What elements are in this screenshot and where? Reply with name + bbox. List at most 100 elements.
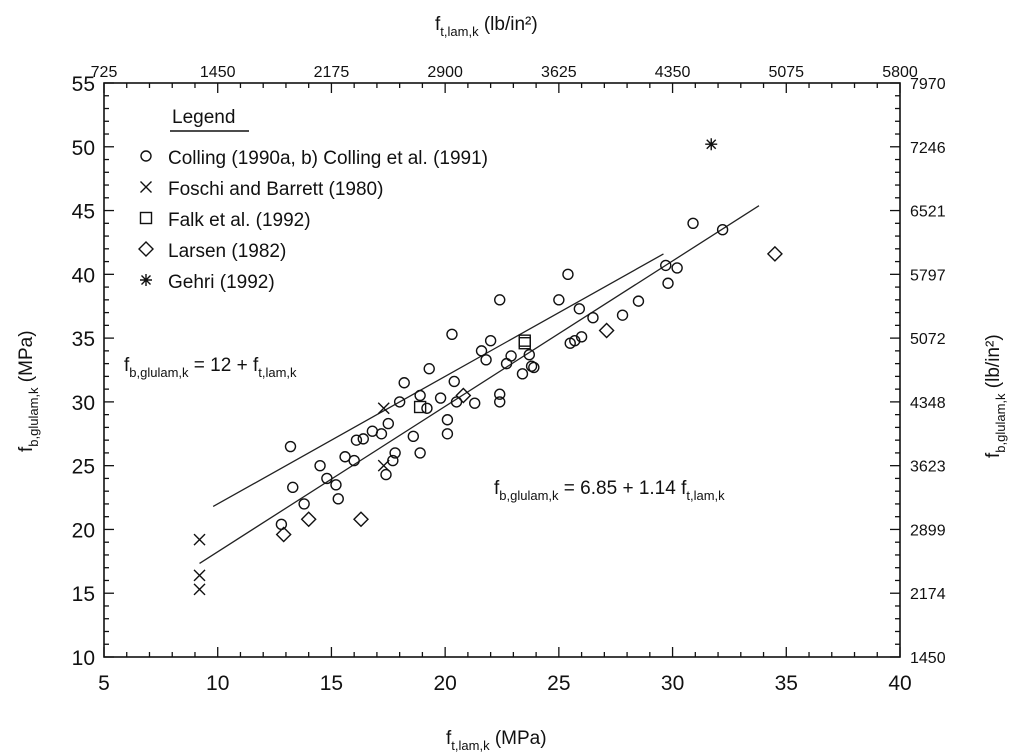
y-tick-label: 45 [72,201,95,224]
legend-marker-x [140,181,152,193]
data-point-circle [448,375,460,388]
series-circle [275,217,729,531]
data-point-x [377,459,390,472]
y2-tick-label: 7246 [910,140,946,157]
data-point-circle [284,440,297,453]
data-point-circle [332,493,344,505]
data-point-circle [414,447,426,459]
data-point-circle [575,331,588,343]
data-point-circle [687,217,699,230]
legend-marker-circle [140,150,152,162]
x2-tick-label: 2900 [427,64,463,81]
legend-marker-square [139,211,153,225]
x-tick-label: 30 [661,672,684,695]
data-point-circle [528,361,540,374]
series-diamond [275,245,783,543]
regression-lines [199,205,760,564]
legend-label: Colling (1990a, b) Colling et al. (1991) [168,148,488,169]
regression-line [212,253,664,508]
legend-label: Larsen (1982) [168,241,286,262]
data-point-diamond [455,387,472,404]
axes-frame [103,82,901,658]
y2-tick-label: 2174 [910,586,946,603]
data-point-circle [389,447,401,459]
legend-item: Foschi and Barrett (1980) [140,179,383,200]
data-point-x [193,533,206,546]
x2-tick-label: 2175 [314,64,350,81]
x-tick-label: 15 [320,672,343,695]
data-point-circle [421,402,433,414]
data-point-circle [350,434,363,446]
data-point-circle [569,334,581,347]
data-point-circle [494,294,506,306]
data-point-circle [407,430,420,443]
data-point-x [193,583,206,596]
data-point-square [413,400,427,414]
legend-title: Legend [172,107,235,128]
data-point-circle [382,417,394,430]
x2-tick-label: 1450 [200,64,236,81]
y-tick-label: 50 [72,137,95,160]
data-point-circle [348,454,360,467]
data-point-diamond [353,511,369,528]
data-point-diamond [598,322,615,339]
data-points [193,138,783,596]
x-tick-label: 40 [888,672,911,695]
y-tick-label: 25 [72,456,95,479]
equation-label-lower: fb,glulam,k = 6.85 + 1.14 ft,lam,k [494,478,725,503]
data-point-circle [287,481,299,494]
legend-marker-diamond [138,241,154,257]
y-tick-label: 15 [72,583,95,606]
data-point-circle [298,498,310,510]
y-tick-label: 35 [72,328,95,351]
y2-tick-label: 5072 [910,331,946,348]
data-point-circle [573,303,586,315]
data-point-circle [387,454,399,467]
x2-tick-label: 4350 [655,64,691,81]
data-point-circle [616,309,629,321]
data-point-circle [716,223,729,236]
data-point-circle [441,428,454,440]
legend: Legend Colling (1990a, b) Colling et al.… [138,107,488,293]
legend-label: Gehri (1992) [168,272,275,293]
y2-tick-label: 3623 [910,459,946,476]
y2-tick-label: 4348 [910,395,946,412]
data-point-circle [480,354,492,366]
legend-label: Foschi and Barrett (1980) [168,179,383,200]
data-point-circle [587,312,599,324]
x-tick-label: 10 [206,672,229,695]
y2-tick-label: 2899 [910,522,946,539]
data-point-circle [423,363,435,375]
data-point-circle [523,348,535,361]
y2-axis-title: fb,glulam,k (lb/in²) [983,334,1008,458]
series-square [413,334,531,414]
y-tick-label: 10 [72,647,95,670]
legend-items: Colling (1990a, b) Colling et al. (1991)… [138,148,488,293]
data-point-circle [494,396,506,408]
data-point-circle [516,368,529,380]
plot-frame [103,82,901,658]
x2-tick-label: 3625 [541,64,577,81]
y2-tick-label: 6521 [910,204,946,221]
series-x [193,402,390,596]
data-point-circle [562,268,574,281]
y-axis-title: fb,glulam,k (MPa) [16,330,41,452]
legend-item: Larsen (1982) [138,241,286,262]
data-point-circle [446,328,458,340]
data-point-circle [671,262,683,274]
data-point-circle [475,345,488,357]
data-point-circle [441,414,454,426]
y2-tick-label: 1450 [910,650,946,667]
x2-axis-title: ft,lam,k (lb/in²) [435,14,538,39]
data-point-asterisk [705,138,718,151]
data-point-circle [321,472,333,485]
x2-tick-label: 5800 [882,64,918,81]
x-tick-label: 35 [775,672,798,695]
data-point-circle [450,396,463,408]
data-point-circle [380,468,392,481]
series-asterisk [705,138,718,151]
data-point-circle [357,433,369,445]
x-tick-label: 5 [98,672,110,695]
data-point-circle [484,334,497,347]
